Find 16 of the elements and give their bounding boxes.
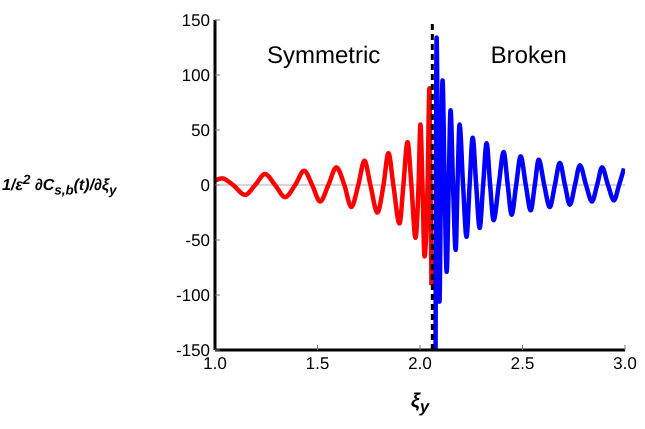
x-tick-label: 1.5 (306, 354, 330, 374)
y-axis-title: 1/ε$^{2}$ ∂C$_{s,b}$(t)/∂ξ$_{y}$ (2, 172, 117, 198)
x-tick-label: 2.5 (510, 354, 534, 374)
x-tick-label: 3.0 (613, 354, 637, 374)
y-tick-label: -100 (176, 286, 210, 306)
line-series (433, 35, 625, 350)
annotation: Symmetric (266, 42, 380, 69)
y-tick-label: 0 (200, 176, 210, 196)
x-tick-label: 2.0 (408, 354, 432, 374)
annotation: Broken (490, 42, 567, 69)
y-tick-label: 50 (191, 121, 210, 140)
y-tick-label: 150 (182, 11, 210, 30)
line-series (215, 86, 434, 288)
y-tick-label: 100 (182, 66, 210, 86)
y-tick-label: -50 (185, 231, 210, 250)
x-axis-title: ξ$_{y}$ (410, 390, 430, 416)
